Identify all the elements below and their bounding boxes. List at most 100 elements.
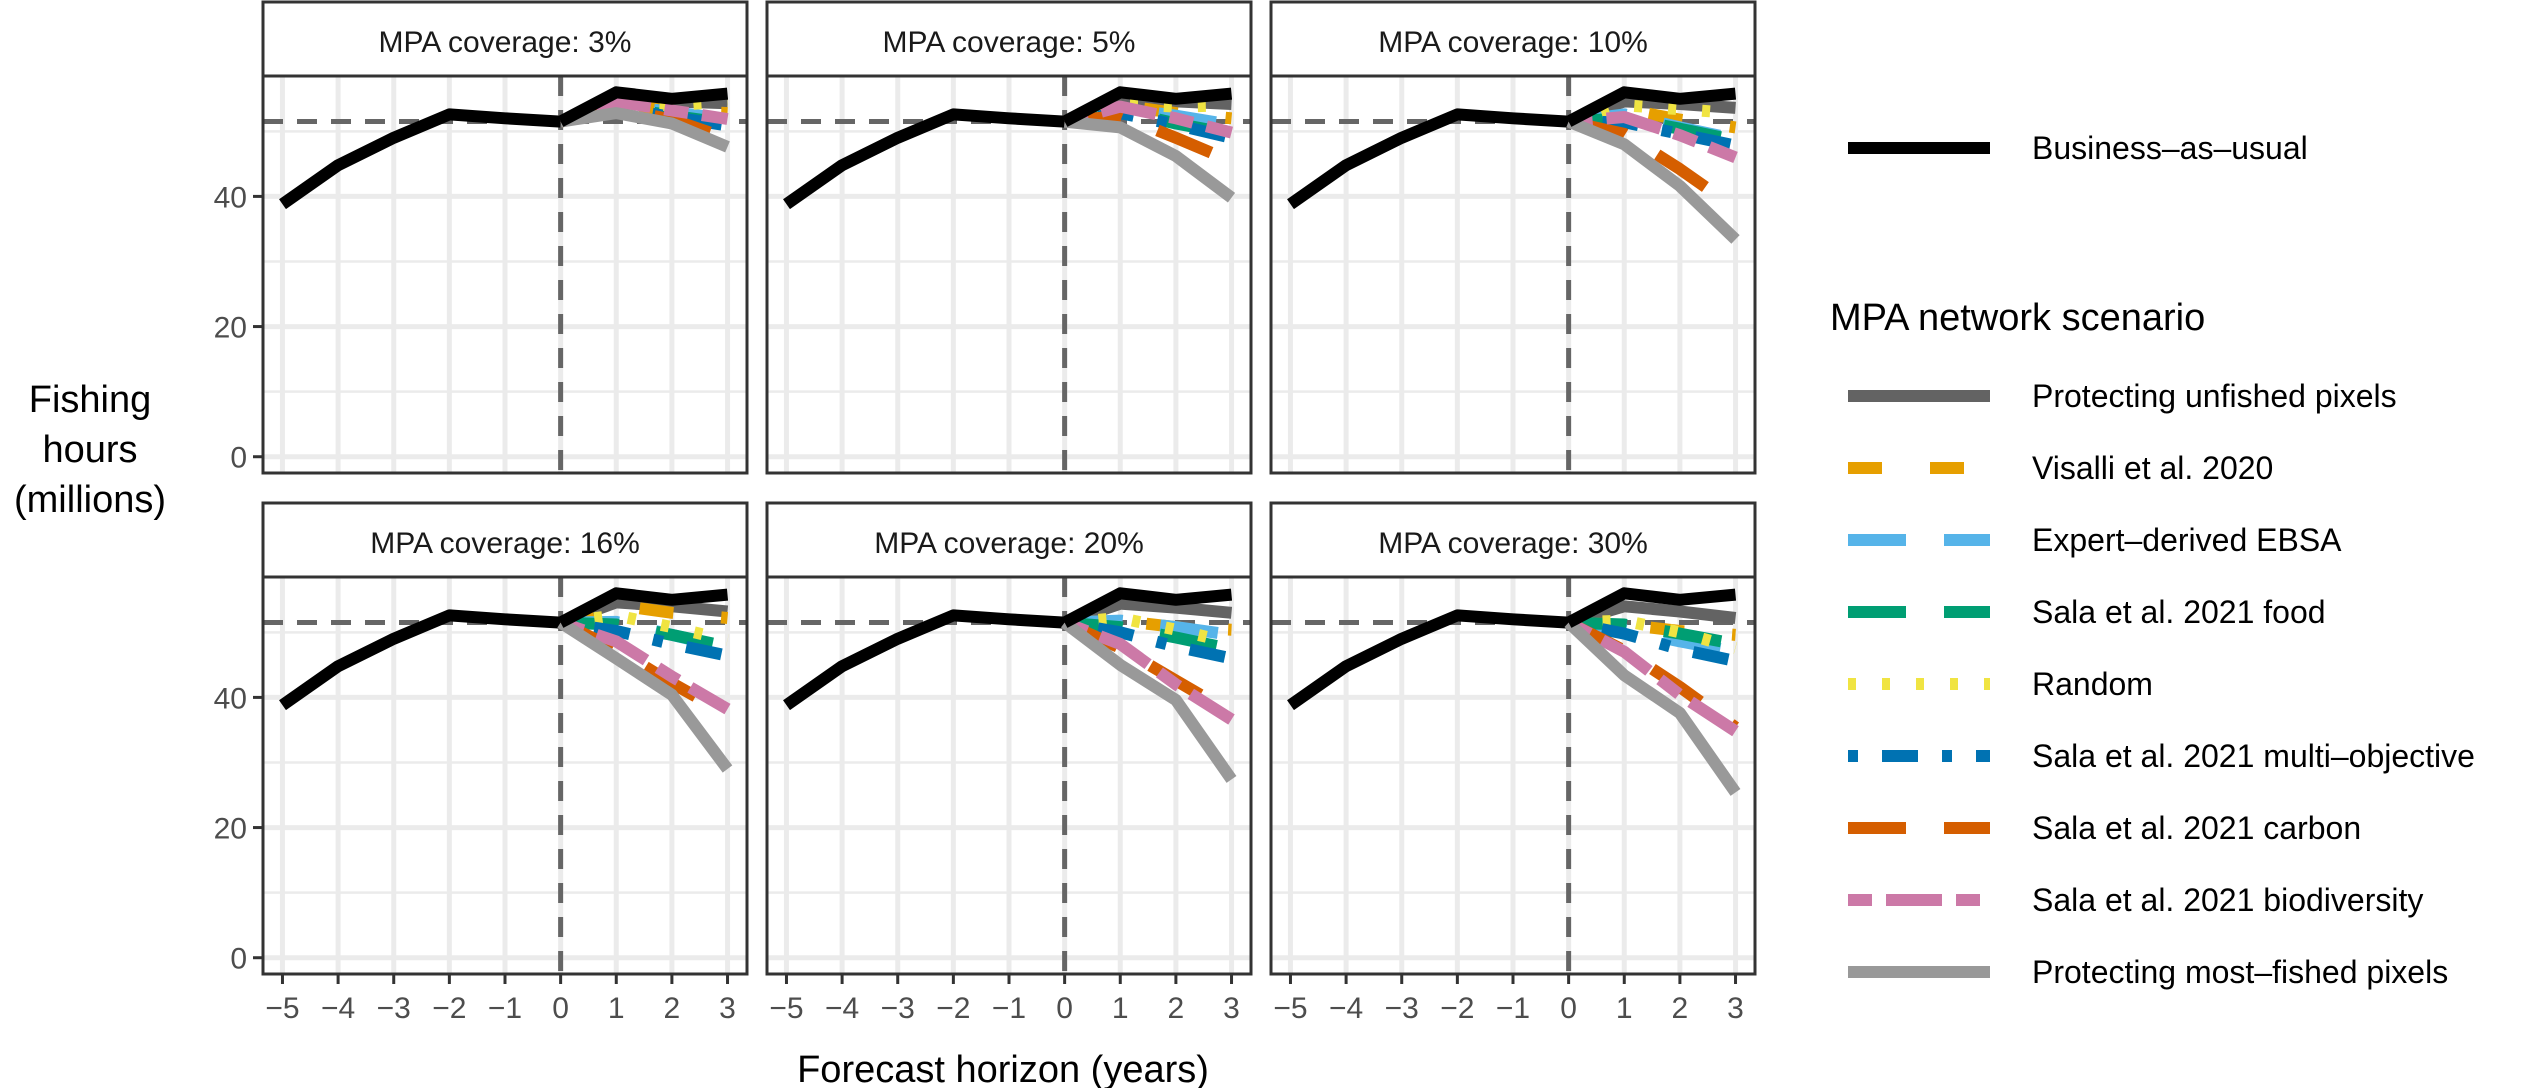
series-line (559, 609, 729, 646)
series-line (1566, 99, 1736, 128)
x-tick-label: −2 (936, 992, 970, 1025)
x-tick-label: 1 (608, 992, 625, 1025)
series-line (1566, 116, 1740, 244)
series-group (783, 587, 1237, 783)
facet-strip (765, 0, 1253, 78)
x-tick-label: −1 (488, 992, 522, 1025)
y-tick-label: 0 (230, 943, 247, 976)
facet-panel: MPA coverage: 20% −5 −4 −3 −2 −1 0 1 2 3 (765, 501, 1253, 1025)
legend-label: Protecting unfished pixels (2032, 378, 2397, 414)
x-tick-label: −3 (881, 992, 915, 1025)
facet-panel: MPA coverage: 16% 0 20 40 −5 −4 −3 −2 −1 0 1 2 3 (214, 501, 749, 1025)
facet-panel: MPA coverage: 30% −5 −4 −3 −2 −1 0 1 2 3 (1269, 501, 1757, 1025)
series-group (1287, 86, 1740, 244)
legend-label: Business–as–usual (2032, 130, 2308, 166)
x-tick-label: 3 (1223, 992, 1240, 1025)
series-line (1060, 617, 1237, 783)
legend-label: Random (2032, 666, 2153, 702)
x-tick-label: −4 (1329, 992, 1363, 1025)
x-tick-label: 0 (1560, 992, 1577, 1025)
series-group (1287, 587, 1741, 796)
series-group (279, 86, 730, 210)
series-line (1063, 107, 1233, 144)
facet-panel: MPA coverage: 3% 0 20 40 (214, 0, 749, 475)
series-line (1061, 86, 1233, 127)
x-tick-label: 1 (1112, 992, 1129, 1025)
series-line (558, 95, 728, 128)
x-tick-label: −3 (1385, 992, 1419, 1025)
legend-title: MPA network scenario (1830, 297, 2205, 339)
series-group (783, 86, 1236, 210)
x-tick-label: −5 (265, 992, 299, 1025)
series-line (1565, 86, 1737, 127)
legend-label: Sala et al. 2021 food (2032, 594, 2326, 630)
series-line-history (1287, 108, 1569, 210)
series-line (559, 101, 729, 132)
legend-label: Sala et al. 2021 carbon (2032, 810, 2361, 846)
series-line (1568, 115, 1737, 152)
x-tick-label: −5 (1273, 992, 1307, 1025)
facet-strip-label: MPA coverage: 10% (1378, 26, 1648, 59)
y-tick-label: 40 (214, 682, 247, 715)
facet-strip-label: MPA coverage: 30% (1378, 527, 1648, 560)
y-tick-label: 0 (230, 442, 247, 475)
x-axis-title: Forecast horizon (years) (797, 1049, 1209, 1088)
series-line (1062, 617, 1235, 719)
series-line (1064, 616, 1233, 656)
legend-label: Visalli et al. 2020 (2032, 450, 2273, 486)
panel-border (261, 74, 749, 475)
series-line (1565, 617, 1739, 737)
y-tick-label: 20 (214, 312, 247, 345)
x-tick-label: −4 (825, 992, 859, 1025)
series-line (1565, 617, 1740, 733)
series-line (1565, 587, 1737, 628)
series-line (1062, 616, 1235, 725)
facet-strip (765, 501, 1253, 579)
series-line (1568, 614, 1738, 654)
facet-panel: MPA coverage: 10% (1269, 0, 1757, 475)
x-tick-label: −4 (321, 992, 355, 1025)
panel-border (1269, 74, 1757, 475)
x-tick-label: −3 (377, 992, 411, 1025)
panel-border (765, 74, 1253, 475)
x-tick-label: 0 (552, 992, 569, 1025)
facet-strip (261, 0, 749, 78)
x-tick-label: 3 (1727, 992, 1744, 1025)
facet-strip-label: MPA coverage: 3% (379, 26, 632, 59)
series-line-history (279, 108, 561, 210)
series-line (1062, 98, 1232, 128)
x-tick-label: −1 (992, 992, 1026, 1025)
legend-label: Sala et al. 2021 multi–objective (2032, 738, 2475, 774)
facet-strip-label: MPA coverage: 16% (370, 527, 640, 560)
series-line (559, 107, 730, 153)
series-line (1567, 616, 1737, 667)
series-line (1063, 616, 1233, 665)
series-line (1568, 111, 1738, 163)
x-tick-label: −2 (432, 992, 466, 1025)
facet-strip-label: MPA coverage: 20% (874, 527, 1144, 560)
series-line-history (783, 609, 1065, 711)
y-tick-label: 20 (214, 813, 247, 846)
facet-panel: MPA coverage: 5% (765, 0, 1253, 475)
y-axis-title-line-1: Fishing (29, 379, 152, 421)
series-line-history (783, 108, 1065, 210)
series-line (557, 587, 729, 628)
series-line (1064, 612, 1233, 649)
facet-strip (1269, 0, 1757, 78)
series-line (557, 617, 733, 773)
series-line (558, 95, 729, 128)
series-line (560, 616, 729, 653)
series-line (1063, 100, 1233, 139)
y-axis-title-line-3: (millions) (14, 479, 166, 521)
axis-titles: Fishing hours (millions) Forecast horizo… (14, 379, 1209, 1088)
x-tick-label: 1 (1616, 992, 1633, 1025)
series-line-history (279, 609, 561, 711)
y-axis-title-line-2: hours (42, 429, 137, 471)
x-tick-label: 2 (1672, 992, 1689, 1025)
series-line (1061, 587, 1233, 628)
x-tick-label: −1 (1496, 992, 1530, 1025)
facet-strip-label: MPA coverage: 5% (883, 26, 1136, 59)
series-line (1063, 115, 1236, 203)
